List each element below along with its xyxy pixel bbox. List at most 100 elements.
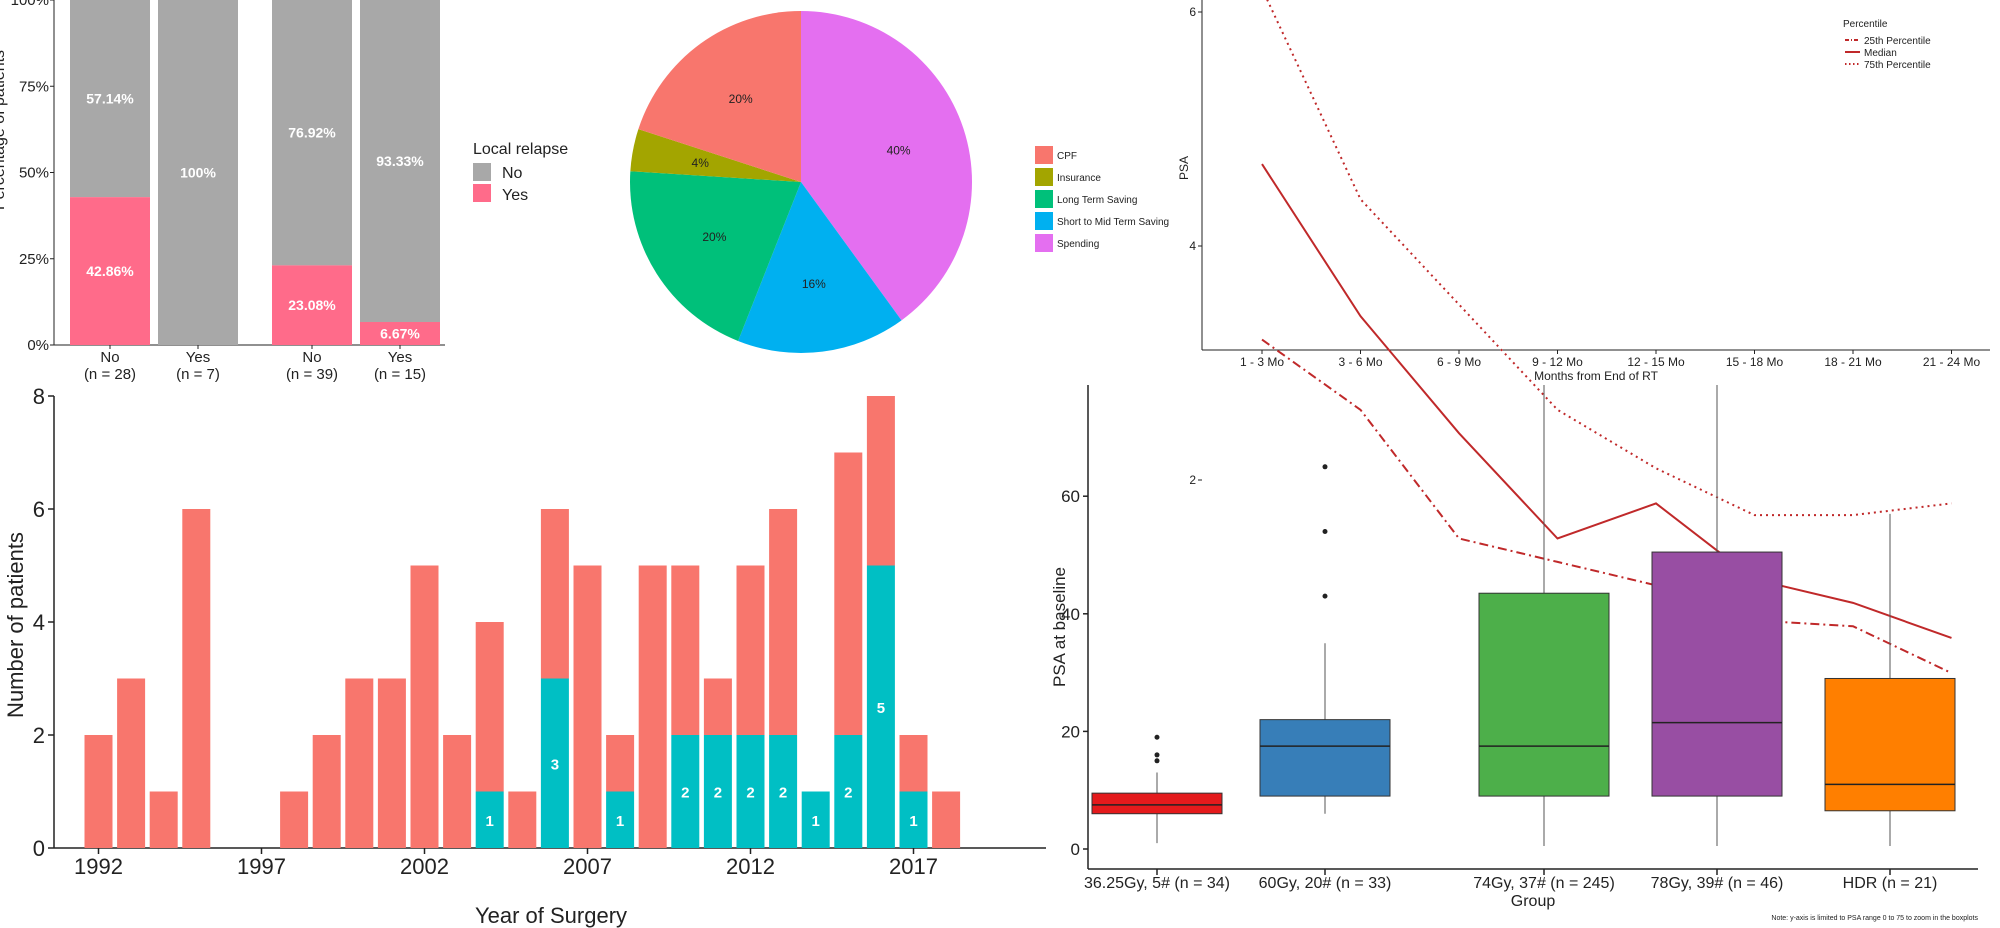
relapse-xtick-n: (n = 15) <box>374 366 426 383</box>
surgery-bar-top <box>932 791 961 848</box>
pie-slice-label: 20% <box>702 230 726 244</box>
surgery-bar-top <box>606 735 635 792</box>
surgery-bar-top <box>84 735 113 848</box>
surgery-xtick-label: 1992 <box>74 854 123 879</box>
surgery-bar-bottom <box>899 791 928 848</box>
box-outlier <box>1322 464 1328 470</box>
relapse-yes-label: 23.08% <box>288 297 336 313</box>
box-iqr <box>1651 551 1783 797</box>
pie-slice-label: 16% <box>802 277 826 291</box>
psa-xtick-label: 9 - 12 Mo <box>1532 355 1583 369</box>
surgery-bar-top <box>345 678 374 848</box>
box-iqr <box>1824 677 1956 812</box>
surgery-bar-top <box>410 565 439 848</box>
surgery-bar-label: 1 <box>616 813 624 830</box>
relapse-bar-yes <box>272 265 352 345</box>
relapse-legend-title: Local relapse <box>473 141 568 158</box>
box-iqr <box>1478 592 1610 797</box>
surgery-bar-bottom <box>834 735 863 848</box>
relapse-xtick-label: No <box>100 349 119 366</box>
box-ytick-label: 0 <box>1071 840 1080 859</box>
surgery-bar-label: 2 <box>844 785 852 802</box>
surgery-xtick-label: 2002 <box>400 854 449 879</box>
psa-ytick-label: 4 <box>1189 239 1196 253</box>
surgery-bar-top <box>736 565 765 735</box>
psa-line-25th-percentile <box>1261 338 1952 674</box>
box-xtick-label: 36.25Gy, 5# (n = 34) <box>1084 875 1230 892</box>
surgery-xlabel: Year of Surgery <box>475 903 627 928</box>
surgery-xtick-label: 2012 <box>726 854 775 879</box>
surgery-bar-bottom <box>736 735 765 848</box>
psa-xlabel: Months from End of RT <box>1534 369 1658 383</box>
legend-label-yes: Yes <box>502 187 528 204</box>
box-outlier <box>1154 758 1160 764</box>
surgery-bar-top <box>769 509 798 735</box>
surgery-bar-top <box>443 735 472 848</box>
surgery-bar-label: 2 <box>714 785 722 802</box>
surgery-ytick-label: 6 <box>33 497 45 522</box>
relapse-bar-no <box>158 0 238 345</box>
surgery-xtick-label: 1997 <box>237 854 286 879</box>
surgery-bar-top <box>182 509 211 848</box>
box-ytick-label: 20 <box>1061 722 1080 741</box>
box-xtick-label: 74Gy, 37# (n = 245) <box>1473 875 1615 892</box>
psa-xtick-label: 12 - 15 Mo <box>1627 355 1685 369</box>
relapse-no-label: 57.14% <box>86 91 134 107</box>
psa-ylabel: PSA <box>1177 156 1191 180</box>
pie-slice-label: 40% <box>887 143 911 157</box>
pie-legend-label: Insurance <box>1057 173 1101 184</box>
surgery-bar-top <box>866 396 895 566</box>
relapse-yes-label: 42.86% <box>86 263 134 279</box>
relapse-xtick-label: Yes <box>186 349 210 366</box>
psa-legend-title: Percentile <box>1843 19 1888 30</box>
surgery-bar-bottom <box>540 678 569 848</box>
surgery-bar-bottom <box>606 791 635 848</box>
surgery-bar-top <box>671 565 700 735</box>
surgery-bar-label: 2 <box>746 785 754 802</box>
relapse-bar-yes <box>70 197 150 345</box>
surgery-chart: Number of patients 0 2 4 6 8 1 3 1 2 2 2 2 1 2 5 1 199… <box>3 384 1046 928</box>
surgery-bar-top <box>638 565 667 848</box>
pie-legend-swatch <box>1035 234 1053 252</box>
surgery-bar-bottom <box>703 735 732 848</box>
box-xlabel: Group <box>1511 893 1556 910</box>
surgery-bar-top <box>149 791 178 848</box>
surgery-bar-label: 2 <box>681 785 689 802</box>
psa-legend-label: Median <box>1864 48 1897 59</box>
psa-line-median <box>1261 163 1952 639</box>
surgery-bar-top <box>703 678 732 735</box>
legend-swatch-no <box>473 163 491 181</box>
surgery-bar-label: 2 <box>779 785 787 802</box>
surgery-ytick-label: 8 <box>33 384 45 409</box>
psa-xtick-label: 15 - 18 Mo <box>1726 355 1784 369</box>
box-xtick-label: HDR (n = 21) <box>1843 875 1938 892</box>
relapse-yes-label: 6.67% <box>380 325 420 341</box>
relapse-ytick-label: 0% <box>27 337 49 354</box>
relapse-bar-no <box>70 0 150 198</box>
box-ytick-label: 60 <box>1061 487 1080 506</box>
surgery-xtick-label: 2017 <box>889 854 938 879</box>
surgery-bar-top <box>899 735 928 792</box>
box-iqr <box>1091 792 1223 815</box>
box-xtick-label: 60Gy, 20# (n = 33) <box>1259 875 1392 892</box>
pie-legend-swatch <box>1035 212 1053 230</box>
surgery-ylabel: Number of patients <box>3 532 28 718</box>
boxplot-chart: PSA at baseline 0 20 40 60 36.25Gy, 5# (n =… <box>1050 385 1978 922</box>
surgery-bar-top <box>834 452 863 735</box>
pie-slice-label: 4% <box>692 156 710 170</box>
relapse-bar-yes <box>360 321 440 345</box>
surgery-bar-bottom <box>475 791 504 848</box>
surgery-bar-top <box>573 565 602 848</box>
pie-legend-swatch <box>1035 190 1053 208</box>
box-outlier <box>1322 593 1328 599</box>
surgery-ytick-label: 0 <box>33 836 45 861</box>
box-ylabel: PSA at baseline <box>1050 567 1069 687</box>
pie-legend-swatch <box>1035 168 1053 186</box>
relapse-xtick-label: Yes <box>388 349 412 366</box>
surgery-ytick-label: 2 <box>33 723 45 748</box>
relapse-no-label: 93.33% <box>376 153 424 169</box>
box-outlier <box>1322 528 1328 534</box>
surgery-bar-label: 3 <box>551 756 559 773</box>
relapse-xtick-n: (n = 28) <box>84 366 136 383</box>
